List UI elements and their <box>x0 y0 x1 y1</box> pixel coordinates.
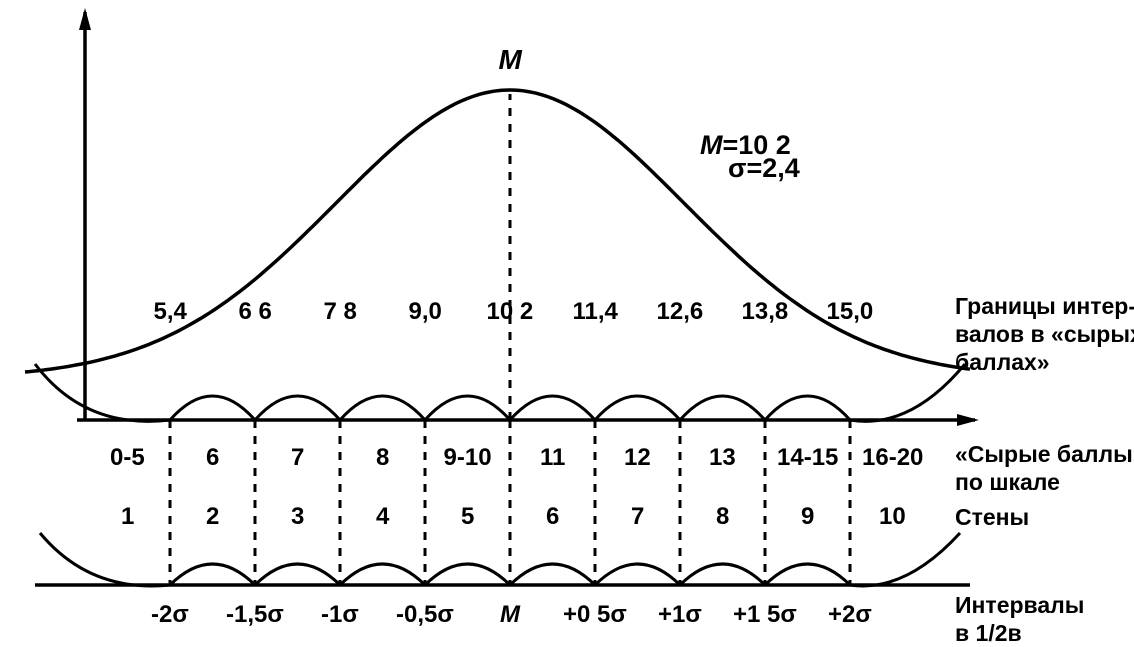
stens-caption: Стены <box>955 504 1029 531</box>
boundary-3: 7 8 <box>324 298 357 326</box>
sten-9: 9 <box>801 503 814 531</box>
bell-curve <box>25 90 970 372</box>
boundaries-caption-3: баллах» <box>955 349 1050 376</box>
sten-2: 2 <box>206 503 219 531</box>
boundaries-caption-1: Границы интер- <box>955 293 1134 320</box>
raw-bin-1: 6 <box>206 444 219 472</box>
boundary-8: 13,8 <box>742 298 789 326</box>
apex-M-label: M <box>499 44 522 76</box>
raw-bin-3: 8 <box>376 444 389 472</box>
raw-bin-2: 7 <box>291 444 304 472</box>
sigma-7: +1σ <box>658 601 702 629</box>
sten-5: 5 <box>461 503 474 531</box>
sten-8: 8 <box>716 503 729 531</box>
diagram-root: MM=10 2σ=2,45,46 67 89,010 211,412,613,8… <box>0 0 1134 637</box>
sigma-2: -1,5σ <box>226 601 284 629</box>
raw-bin-9: 16-20 <box>862 444 923 472</box>
sigma-4: -0,5σ <box>396 601 454 629</box>
boundaries-caption-2: валов в «сырых <box>955 321 1134 348</box>
raw-caption-2: по шкале <box>955 469 1060 496</box>
sigma-5: M <box>500 601 520 629</box>
param-sigma: σ=2,4 <box>728 153 800 184</box>
boundary-2: 6 6 <box>239 298 272 326</box>
boundary-4: 9,0 <box>409 298 442 326</box>
boundary-5: 10 2 <box>487 298 534 326</box>
raw-bin-6: 12 <box>624 444 651 472</box>
sigma-caption-1: Интервалы <box>955 592 1084 619</box>
sten-6: 6 <box>546 503 559 531</box>
sten-4: 4 <box>376 503 389 531</box>
sigma-9: +2σ <box>828 601 872 629</box>
sigma-6: +0 5σ <box>563 601 627 629</box>
boundary-7: 12,6 <box>657 298 704 326</box>
sten-7: 7 <box>631 503 644 531</box>
boundary-1: 5,4 <box>154 298 187 326</box>
raw-caption-1: «Сырые баллы» <box>955 441 1134 468</box>
raw-bin-0: 0-5 <box>110 444 145 472</box>
raw-bin-4: 9-10 <box>444 444 492 472</box>
sigma-1: -2σ <box>151 601 189 629</box>
sten-1: 1 <box>121 503 134 531</box>
boundary-9: 15,0 <box>827 298 874 326</box>
boundary-6: 11,4 <box>573 298 618 326</box>
sten-10: 10 <box>879 503 906 531</box>
sten-3: 3 <box>291 503 304 531</box>
raw-bin-5: 11 <box>540 444 565 472</box>
raw-bin-8: 14-15 <box>777 444 838 472</box>
sigma-8: +1 5σ <box>733 601 797 629</box>
raw-bin-7: 13 <box>709 444 736 472</box>
sigma-3: -1σ <box>321 601 359 629</box>
sigma-caption-2: в 1/2в <box>955 620 1022 647</box>
